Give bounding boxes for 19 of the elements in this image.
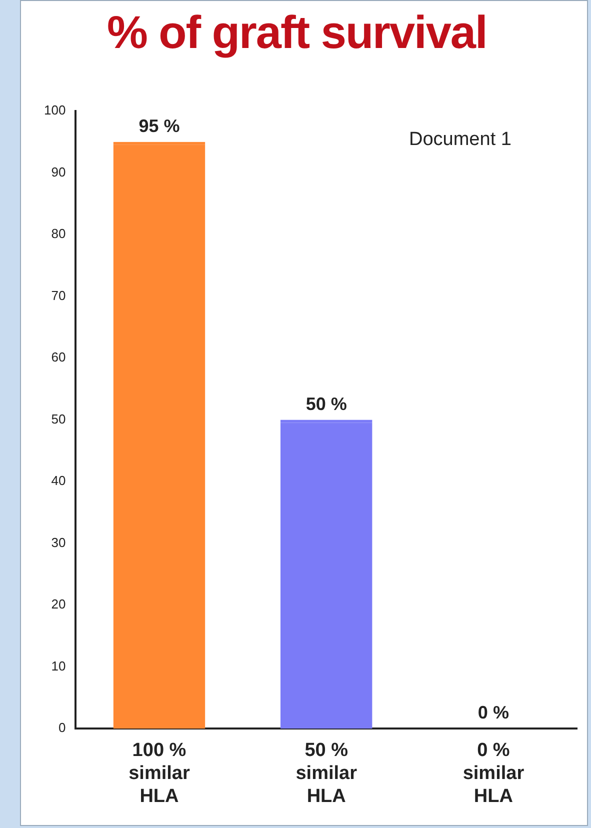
data-label: 95 %: [138, 116, 180, 136]
chart-title: % of graft survival: [107, 5, 487, 59]
annotation: Document 1: [409, 129, 512, 151]
y-tick-label: 40: [51, 473, 66, 488]
y-tick-label: 70: [51, 288, 66, 303]
y-tick-label: 0: [58, 720, 66, 736]
x-tick-label: 50 % similar HLA: [296, 740, 358, 807]
y-tick-label: 10: [51, 658, 66, 674]
x-tick-label: 100 % similar HLA: [128, 740, 190, 807]
y-tick-label: 80: [51, 226, 66, 242]
x-tick-label: 0 % similar HLA: [462, 740, 525, 807]
y-tick-label: 20: [51, 596, 66, 612]
y-tick-label: 90: [51, 164, 66, 180]
y-tick-label: 30: [51, 534, 66, 550]
y-tick-label: 100: [44, 102, 66, 118]
data-label: 50 %: [306, 394, 347, 414]
y-tick-label: 50: [51, 411, 66, 426]
data-label: 0 %: [478, 702, 509, 723]
y-tick-label: 60: [51, 350, 66, 365]
